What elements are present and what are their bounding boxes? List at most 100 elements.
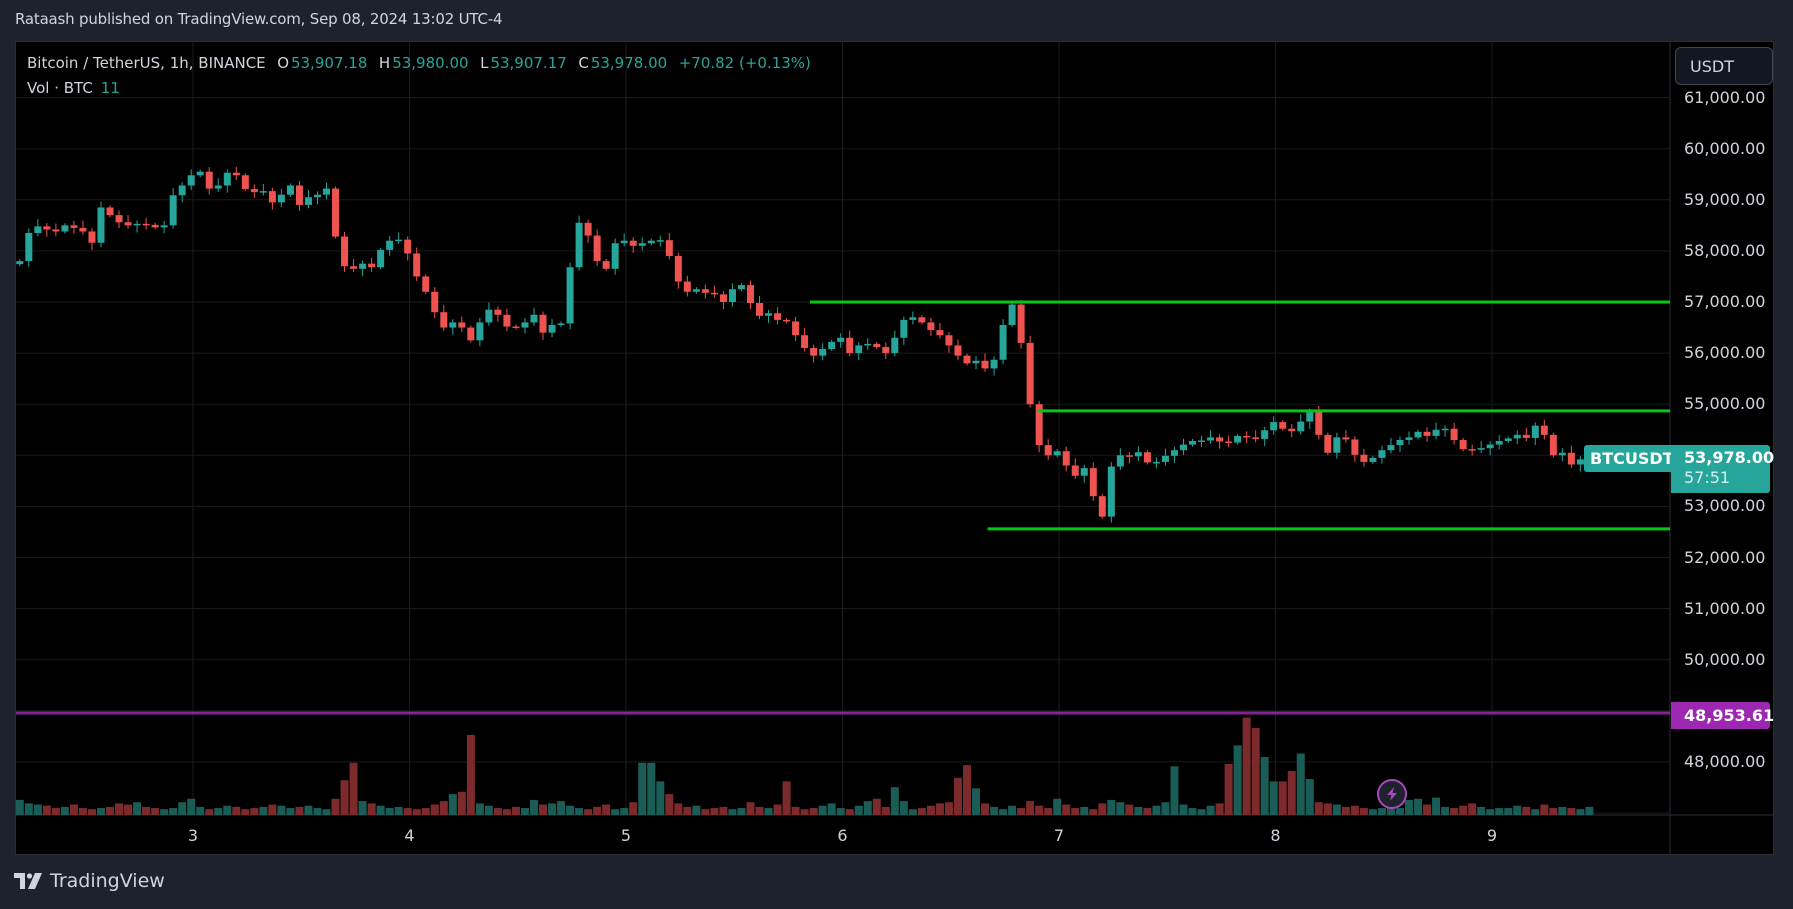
volume-bar [1450, 808, 1459, 815]
volume-bar [304, 805, 313, 815]
candle-body [1261, 430, 1269, 439]
price-axis-label: 51,000.00 [1684, 598, 1766, 618]
volume-bar [854, 805, 863, 815]
volume-bar [1314, 802, 1323, 815]
volume-bar [656, 781, 665, 815]
candle-body [232, 172, 240, 176]
candle-body [765, 313, 773, 316]
candle-body [918, 317, 926, 323]
volume-bar [1341, 806, 1350, 815]
lightning-icon[interactable] [1377, 779, 1407, 809]
volume-bar [1585, 806, 1594, 815]
candle-body [575, 222, 583, 268]
candle-body [1198, 440, 1206, 442]
price-axis-label: 55,000.00 [1684, 394, 1766, 414]
candle-body [647, 240, 655, 244]
candle-body [846, 337, 854, 354]
volume-bar [800, 809, 809, 815]
volume-bar [457, 791, 466, 815]
candle-body [638, 243, 646, 246]
candle-body [1531, 425, 1539, 438]
volume-bar [475, 803, 484, 815]
ohlc-legend: Bitcoin / TetherUS, 1h, BINANCE O 53,907.… [27, 54, 813, 72]
candle-body [313, 194, 321, 198]
volume-bar [376, 805, 385, 815]
candle-body [1098, 496, 1106, 517]
candle-body [160, 225, 168, 228]
volume-bar [584, 809, 593, 815]
candle-body [891, 337, 899, 354]
candle-body [792, 321, 800, 336]
volume-bar [502, 809, 511, 815]
candle-body [1017, 304, 1025, 343]
symbol-title[interactable]: Bitcoin / TetherUS, 1h, BINANCE [27, 54, 266, 72]
volume-bar [69, 804, 78, 815]
volume-bar [133, 802, 142, 815]
volume-bar [926, 805, 935, 815]
low-value: 53,907.17 [490, 54, 567, 72]
candle-body [1324, 434, 1332, 453]
volume-bar [313, 808, 322, 815]
volume-bar [1197, 809, 1206, 815]
price-axis-label: 58,000.00 [1684, 240, 1766, 260]
candle-body [350, 266, 358, 269]
volume-bar [548, 803, 557, 815]
candle-body [106, 207, 114, 216]
volume-bar [990, 806, 999, 815]
volume-bar [529, 799, 538, 815]
last-price-tag: 53,978.00 57:51 [1671, 445, 1775, 493]
volume-value: 11 [100, 79, 120, 97]
tradingview-logo[interactable]: TradingView [14, 870, 165, 892]
candle-body [1450, 428, 1458, 440]
candle-body [449, 322, 457, 328]
candle-body [1306, 411, 1314, 422]
volume-bar [412, 809, 421, 815]
currency-button[interactable]: USDT [1675, 47, 1773, 85]
volume-bar [1477, 806, 1486, 815]
last-price-value: 53,978.00 [1684, 448, 1775, 467]
tradingview-brand: TradingView [50, 870, 165, 892]
candle-body [1477, 448, 1485, 450]
volume-bar [1251, 728, 1260, 815]
volume-bar [1558, 806, 1567, 815]
candle-body [1089, 468, 1097, 497]
volume-bar [701, 809, 710, 815]
candle-body [900, 319, 908, 338]
candle-body [1225, 441, 1233, 444]
volume-bar [638, 762, 647, 815]
candle-body [557, 323, 565, 325]
volume-bar [1008, 805, 1017, 815]
candle-body [665, 240, 673, 257]
candle-body [1116, 455, 1124, 467]
volume-bar [78, 808, 87, 815]
price-axis-label: 57,000.00 [1684, 292, 1766, 311]
tradingview-logo-icon [14, 873, 42, 889]
volume-legend: Vol · BTC 11 [27, 79, 120, 97]
volume-bar [493, 808, 502, 815]
volume-bar [539, 804, 548, 815]
candle-body [359, 263, 367, 269]
candle-body [1161, 455, 1169, 462]
volume-bar [944, 802, 953, 815]
volume-label[interactable]: Vol · BTC [27, 79, 93, 97]
candle-body [1008, 304, 1016, 325]
candle-body [972, 360, 980, 364]
volume-bar [1332, 804, 1341, 815]
candle-body [196, 171, 204, 176]
volume-bar [1459, 805, 1468, 815]
volume-bar [1206, 805, 1215, 815]
open-value: 53,907.18 [291, 54, 368, 72]
candle-body [963, 355, 971, 364]
candle-body [593, 235, 601, 262]
candle-body [43, 226, 51, 230]
volume-bar [1305, 779, 1314, 815]
candle-body [250, 189, 258, 193]
volume-bar [15, 799, 24, 815]
volume-bar [87, 809, 96, 815]
candle-body [485, 309, 493, 323]
volume-bar [629, 802, 638, 815]
volume-bar [1233, 745, 1242, 815]
volume-bar [746, 802, 755, 815]
volume-bar [962, 765, 971, 815]
